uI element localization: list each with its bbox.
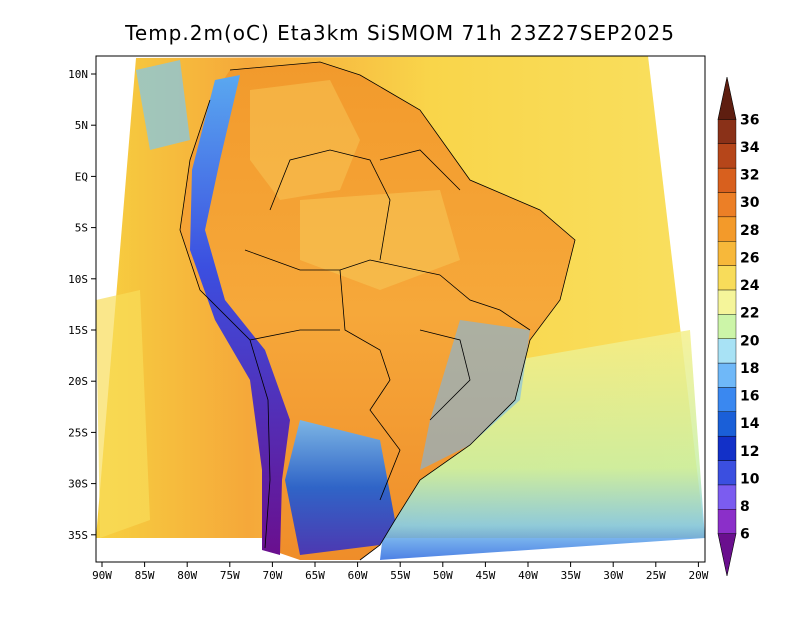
south-america-landmass (180, 62, 575, 560)
colorbar-swatch (717, 338, 737, 364)
colorbar-swatch (717, 435, 737, 461)
colorbar-swatch (717, 484, 737, 510)
colorbar-label: 20 (740, 333, 760, 349)
colorbar-swatch (717, 411, 737, 437)
colorbar-label: 10 (740, 471, 760, 487)
lat-label: 10S (68, 273, 88, 286)
lon-label: 90W (92, 569, 112, 582)
colorbar-swatch (717, 143, 737, 169)
lon-label: 50W (433, 569, 453, 582)
colorbar-swatch (717, 509, 737, 534)
colorbar-label: 26 (740, 250, 759, 266)
colorbar-swatch (717, 216, 737, 242)
colorbar-label: 18 (740, 361, 759, 377)
colorbar-swatch (717, 265, 737, 291)
colorbar-swatch (717, 241, 737, 266)
lon-label: 35W (561, 569, 581, 582)
colorbar-label: 6 (740, 527, 750, 543)
lon-label: 75W (220, 569, 240, 582)
lat-label: 5N (75, 119, 88, 132)
lat-label: 35S (68, 529, 88, 542)
lon-label: 25W (646, 569, 666, 582)
longitude-axis: 90W 85W 80W 75W 70W 65W 60W 55W 50W 45W 40W 35W 30W 2… (92, 562, 709, 582)
map-title: Temp.2m(oC) Eta3km SiSMOM 71h 23Z27SEP20… (124, 21, 675, 45)
lon-label: 30W (603, 569, 623, 582)
colorbar-label: 14 (740, 416, 760, 432)
lon-label: 70W (262, 569, 282, 582)
colorbar: 6 8 10 12 14 16 18 20 22 24 26 28 30 32 34 36 (717, 76, 760, 577)
colorbar-label: 8 (740, 499, 750, 515)
colorbar-label: 22 (740, 306, 759, 322)
colorbar-swatch (717, 533, 737, 577)
colorbar-swatch (717, 387, 737, 412)
lat-label: 15S (68, 324, 88, 337)
political-borders (179, 61, 576, 561)
lon-label: 40W (518, 569, 538, 582)
colorbar-label: 24 (740, 278, 760, 294)
colorbar-swatch (717, 314, 737, 339)
lon-label: 45W (475, 569, 495, 582)
lat-label: 5S (75, 222, 88, 235)
lat-label: EQ (75, 170, 88, 183)
lon-label: 65W (305, 569, 325, 582)
lon-label: 80W (177, 569, 197, 582)
lon-label: 55W (390, 569, 410, 582)
lon-label: 20W (688, 569, 708, 582)
lon-label: 60W (348, 569, 368, 582)
colorbar-label: 34 (740, 140, 760, 156)
lat-label: 25S (68, 426, 88, 439)
colorbar-label: 30 (740, 195, 760, 211)
colorbar-swatch (717, 460, 737, 486)
colorbar-label: 32 (740, 168, 759, 184)
lon-label: 85W (135, 569, 155, 582)
colorbar-label: 12 (740, 444, 759, 460)
lat-label: 10N (68, 68, 88, 81)
colorbar-label: 28 (740, 223, 759, 239)
colorbar-swatch (717, 192, 737, 218)
colorbar-swatch (717, 362, 737, 388)
colorbar-swatch (717, 119, 737, 144)
colorbar-label: 36 (740, 112, 759, 128)
colorbar-label: 16 (740, 389, 759, 405)
latitude-axis: 10N 5N EQ 5S 10S 15S 20S 25S 30S 35S (68, 68, 96, 542)
lat-label: 20S (68, 375, 88, 388)
colorbar-swatch (717, 76, 737, 120)
colorbar-swatch (717, 167, 737, 193)
lat-label: 30S (68, 478, 88, 491)
colorbar-swatch (717, 289, 737, 315)
